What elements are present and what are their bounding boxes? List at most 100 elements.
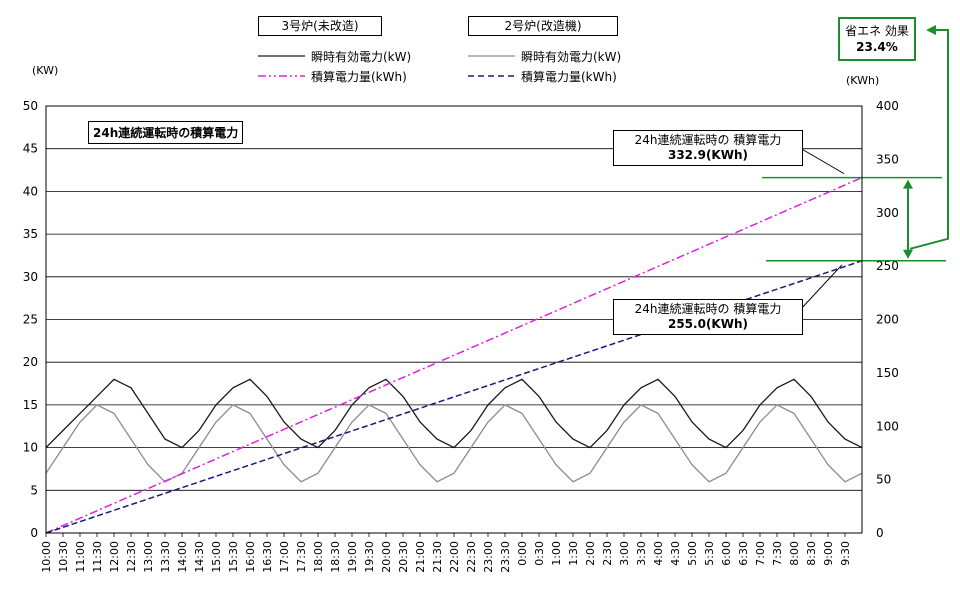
energy-saving-value: 23.4% [856,40,898,54]
y2-tick-label: 50 [876,473,891,487]
y-tick-label: 20 [23,355,38,369]
x-tick-label: 23:30 [499,541,512,573]
x-tick-label: 2:30 [601,541,614,566]
x-tick-label: 10:00 [40,541,53,573]
y2-tick-label: 100 [876,419,899,433]
y-tick-label: 35 [23,227,38,241]
plot-frame [45,105,863,534]
y-tick-label: 45 [23,142,38,156]
callout-unit2-total: 24h連続運転時の 積算電力 255.0(KWh) [613,299,803,335]
x-tick-label: 20:30 [397,541,410,573]
y-tick-label: 30 [23,270,38,284]
annotation-arrows [762,25,949,311]
callout-unit2-pointer [799,264,843,311]
y-tick-label: 10 [23,441,38,455]
inner-chart-title: 24h連続運転時の積算電力 [88,121,244,144]
y2-tick-label: 200 [876,313,899,327]
x-tick-label: 19:30 [363,541,376,573]
effect-arrow-head [926,25,936,35]
callout-unit2-label: 24h連続運転時の 積算電力 [634,302,782,316]
x-tick-label: 4:00 [652,541,665,566]
right-axis-unit: (KWh) [846,74,880,87]
x-tick-label: 7:00 [754,541,767,566]
x-tick-label: 9:00 [822,541,835,566]
x-tick-label: 5:30 [703,541,716,566]
legend-unit3-inst: 瞬時有効電力(kW) [311,50,412,64]
callout-unit3-pointer [799,147,845,175]
x-axis-ticks: 10:00 10:30 11:00 11:30 12:00 12:30 13:00 13:30… [40,533,852,573]
x-tick-label: 6:30 [737,541,750,566]
x-tick-label: 18:00 [312,541,325,573]
series-unit2-inst [45,404,863,483]
y2-tick-label: 0 [876,526,884,540]
x-tick-label: 4:30 [669,541,682,566]
y2-tick-label: 300 [876,206,899,220]
x-tick-label: 18:30 [329,541,342,573]
difference-arrow-head-bottom [903,249,913,259]
series-unit3-cum [45,176,863,534]
x-tick-label: 8:00 [788,541,801,566]
x-tick-label: 21:00 [414,541,427,573]
energy-saving-box: 省エネ 効果 23.4% [838,17,916,61]
x-tick-label: 3:00 [618,541,631,566]
x-tick-label: 3:30 [635,541,648,566]
x-tick-label: 11:00 [74,541,87,573]
x-tick-label: 10:30 [57,541,70,573]
series-lines [45,176,863,534]
callout-unit3-label: 24h連続運転時の 積算電力 [634,133,782,147]
x-tick-label: 5:00 [686,541,699,566]
y2-tick-label: 400 [876,99,899,113]
x-tick-label: 23:00 [482,541,495,573]
x-tick-label: 7:30 [771,541,784,566]
x-tick-label: 19:00 [346,541,359,573]
y-tick-label: 50 [23,99,38,113]
legend-swatches [258,55,515,77]
y2-tick-label: 350 [876,152,899,166]
x-tick-label: 0:30 [533,541,546,566]
x-tick-label: 12:30 [125,541,138,573]
x-tick-label: 16:30 [261,541,274,573]
x-tick-label: 8:30 [805,541,818,566]
legend-unit2-cum: 積算電力量(kWh) [521,70,617,84]
x-tick-label: 6:00 [720,541,733,566]
callout-unit2-value: 255.0(KWh) [667,317,748,331]
difference-arrow-head-top [903,179,913,189]
x-tick-label: 17:30 [295,541,308,573]
callout-unit3-total: 24h連続運転時の 積算電力 332.9(KWh) [613,130,803,166]
x-tick-label: 16:00 [244,541,257,573]
x-tick-label: 17:00 [278,541,291,573]
x-tick-label: 15:00 [210,541,223,573]
x-tick-label: 12:00 [108,541,121,573]
y-tick-label: 0 [30,526,38,540]
x-tick-label: 11:30 [91,541,104,573]
x-tick-label: 22:00 [448,541,461,573]
x-tick-label: 15:30 [227,541,240,573]
x-tick-label: 9:30 [839,541,852,566]
x-tick-label: 13:00 [142,541,155,573]
x-tick-label: 22:30 [465,541,478,573]
callout-unit3-value: 332.9(KWh) [667,148,748,162]
x-tick-label: 14:00 [176,541,189,573]
y-tick-label: 40 [23,184,38,198]
x-tick-label: 20:00 [380,541,393,573]
x-tick-label: 1:30 [567,541,580,566]
legend-unit2-inst: 瞬時有効電力(kW) [521,50,622,64]
left-axis-unit: (KW) [32,64,59,77]
x-tick-label: 1:00 [550,541,563,566]
x-tick-label: 21:30 [431,541,444,573]
y2-tick-label: 150 [876,366,899,380]
legend-unit3-cum: 積算電力量(kWh) [311,70,407,84]
x-tick-label: 0:00 [516,541,529,566]
x-tick-label: 2:00 [584,541,597,566]
legend-group-unit3: 3号炉(未改造) [258,16,382,36]
effect-arrow-line [909,29,949,250]
y2-tick-label: 250 [876,259,899,273]
left-axis-ticks: 0 5 10 15 20 25 30 35 40 45 50 [23,99,38,540]
right-axis-ticks: 0 50 100 150 200 250 300 350 400 [876,99,899,540]
y-tick-label: 5 [30,483,38,497]
energy-saving-label: 省エネ 効果 [845,24,909,38]
series-unit3-inst [45,378,863,449]
y-tick-label: 25 [23,313,38,327]
x-tick-label: 13:30 [159,541,172,573]
y-tick-label: 15 [23,398,38,412]
